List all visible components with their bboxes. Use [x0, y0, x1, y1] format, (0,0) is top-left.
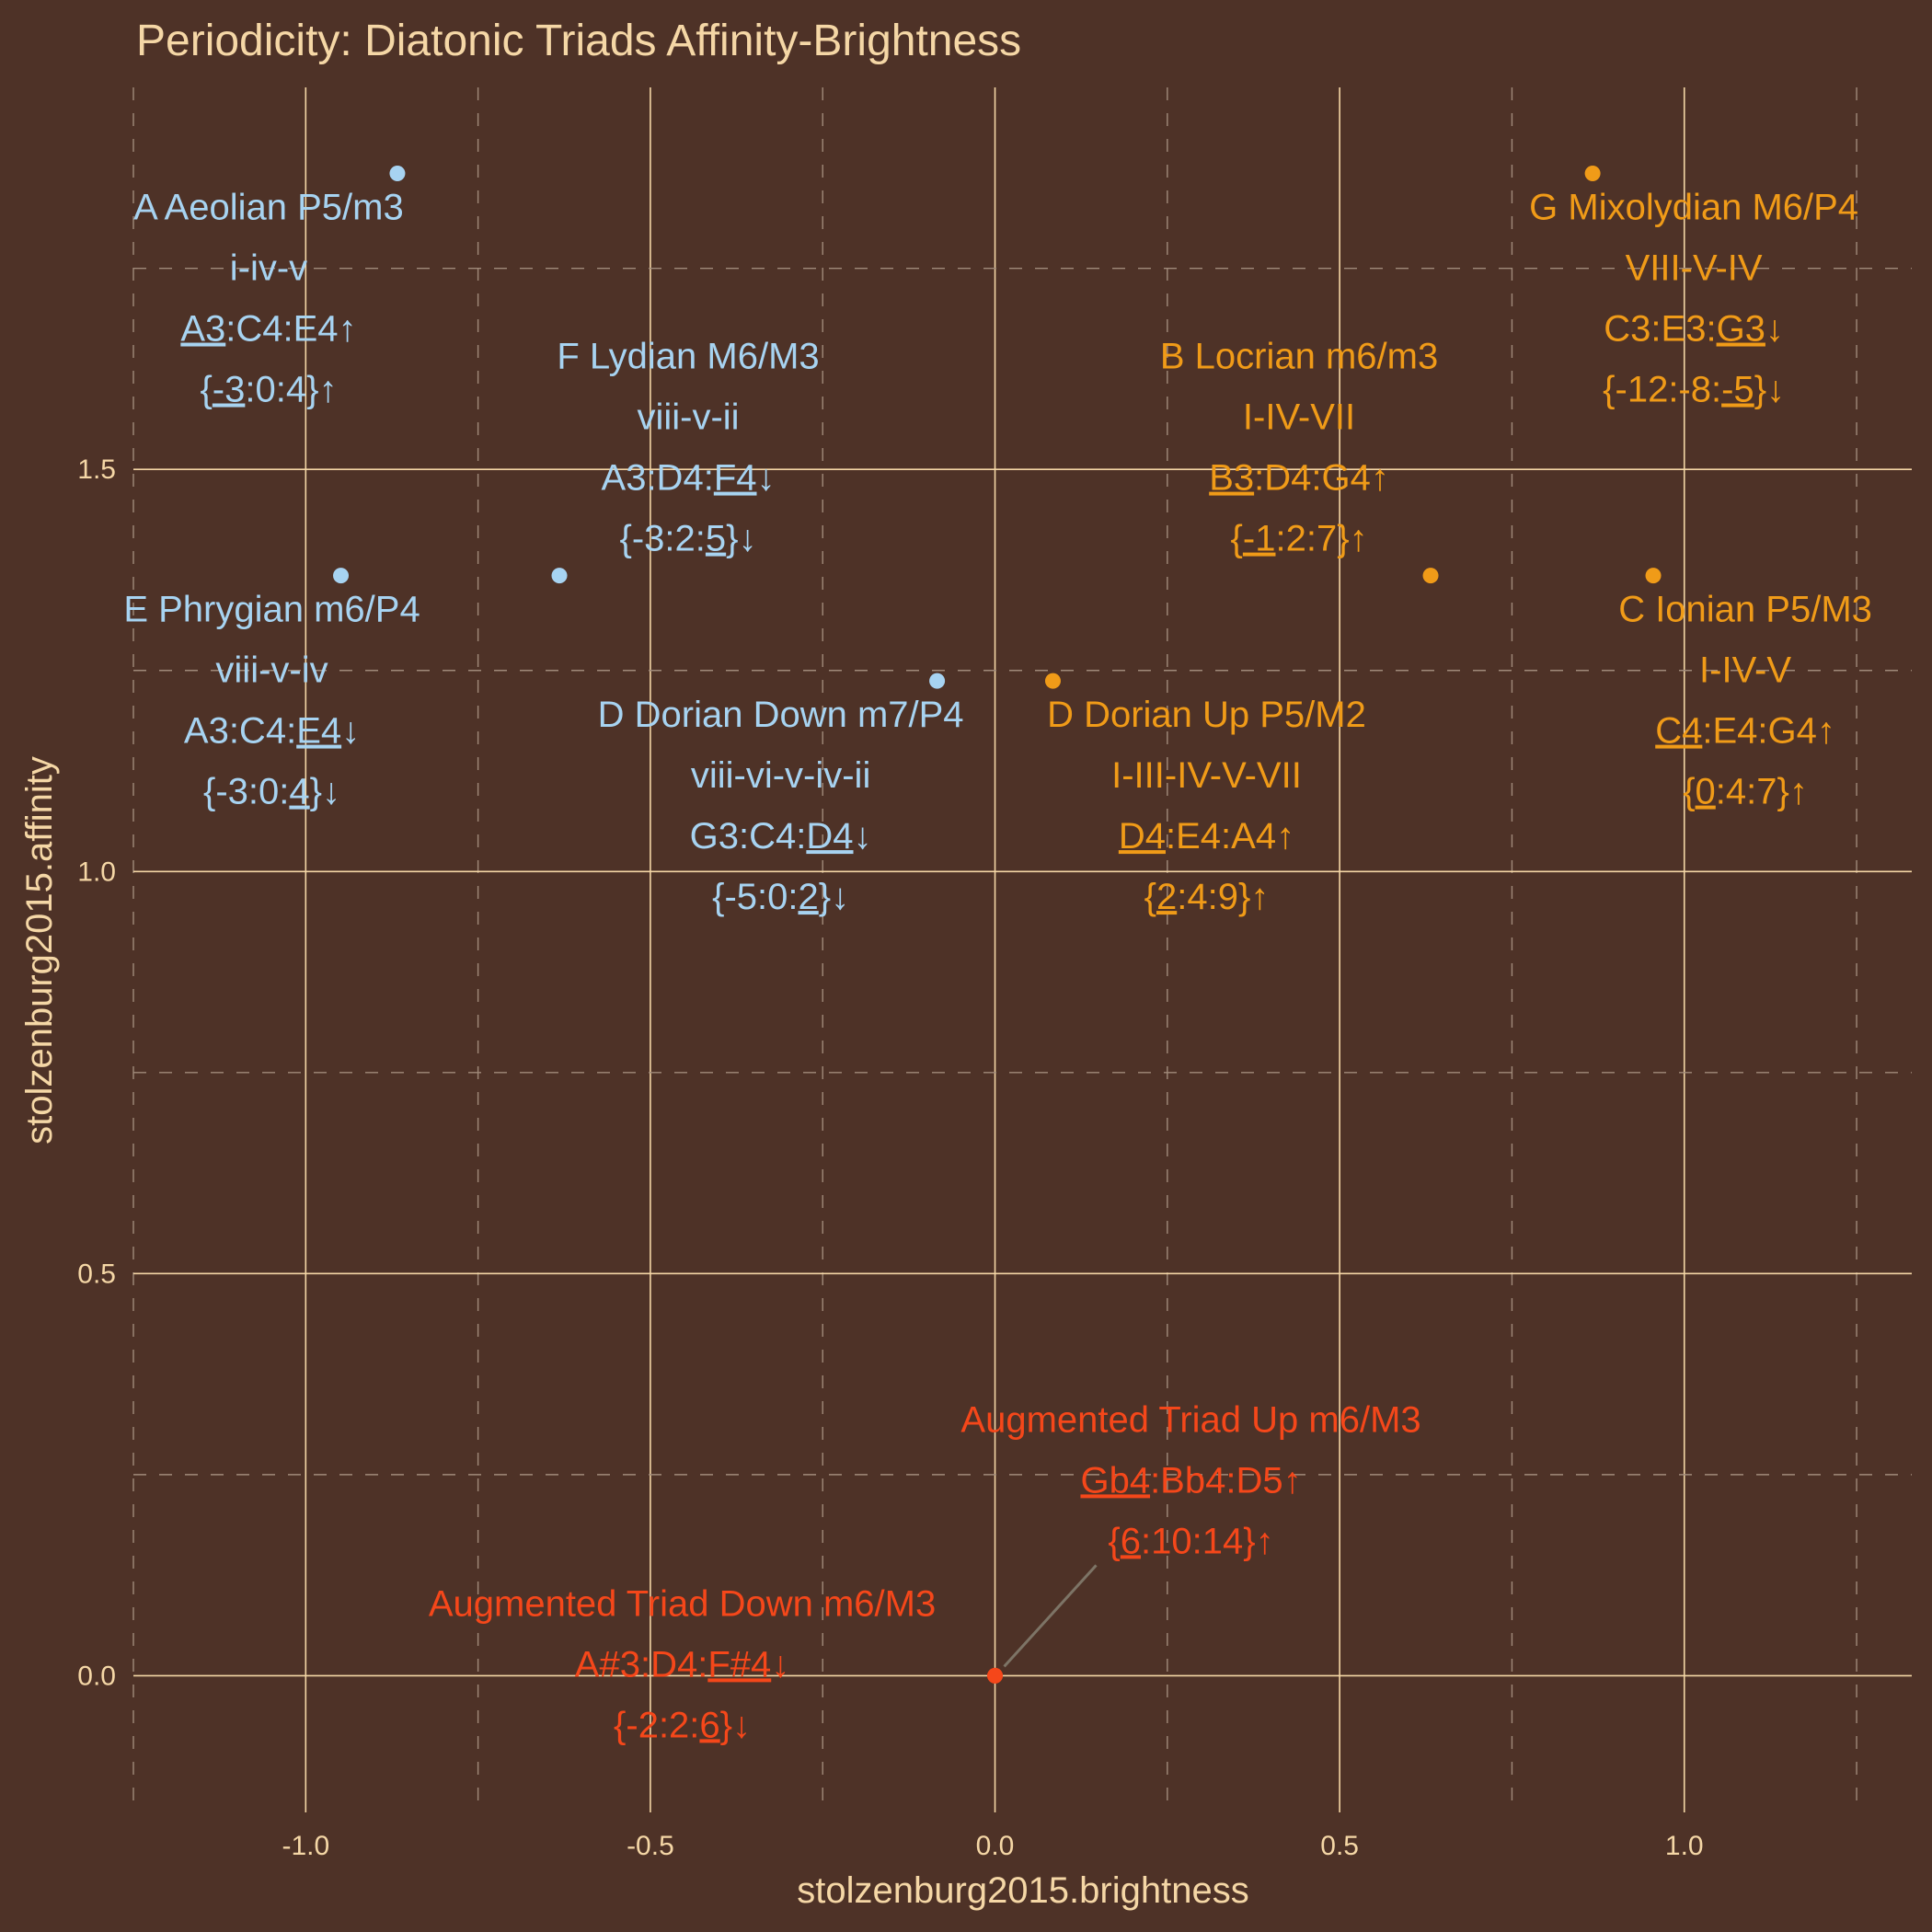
point-label-line: G3:C4:D4↓ [690, 816, 872, 857]
x-tick-label: 0.0 [976, 1831, 1015, 1861]
point-label-line: G Mixolydian M6/P4 [1529, 188, 1858, 228]
point-label-line: D4:E4:A4↑ [1119, 816, 1294, 857]
point-label-line: I-IV-VII [1243, 397, 1355, 438]
y-tick-label: 0.0 [77, 1661, 116, 1691]
point-label-line: B3:D4:G4↑ [1209, 458, 1389, 499]
point-label-line: {6:10:14}↑ [1108, 1521, 1273, 1561]
point-label-line: {-3:2:5}↓ [620, 519, 757, 559]
x-tick-label: 0.5 [1320, 1831, 1359, 1861]
y-tick-labels: 0.0 0.5 1.0 1.5 [77, 454, 116, 1691]
point-label-line: {-2:2:6}↓ [614, 1705, 751, 1745]
data-point [389, 166, 406, 182]
point-label-line: A Aeolian P5/m3 [133, 188, 404, 228]
y-tick-label: 1.5 [77, 454, 116, 485]
data-point [1645, 568, 1662, 584]
data-point [1044, 673, 1061, 689]
point-label-line: A3:D4:F4↓ [602, 458, 776, 499]
point-label-line: {-12:-8:-5}↓ [1603, 370, 1785, 410]
data-point [333, 568, 350, 584]
point-label-line: {0:4:7}↑ [1683, 772, 1808, 812]
point-label-line: A3:C4:E4↓ [184, 711, 360, 752]
point-label-line: viii-vi-v-iv-ii [691, 755, 871, 796]
y-tick-label: 1.0 [77, 857, 116, 887]
point-label-line: Gb4:Bb4:D5↑ [1080, 1460, 1301, 1501]
point-label-line: A3:C4:E4↑ [180, 309, 356, 350]
point-label-line: C3:E3:G3↓ [1604, 309, 1784, 350]
point-label-line: E Phrygian m6/P4 [123, 590, 420, 630]
leader-line [1003, 1564, 1098, 1668]
point-label-line: viii-v-ii [637, 397, 739, 438]
point-labels: A Aeolian P5/m3 i-iv-v A3:C4:E4↑ {-3:0:4}↑ E… [123, 188, 1872, 1746]
grid [132, 87, 1912, 1812]
point-label-line: {-1:2:7}↑ [1231, 519, 1368, 559]
point-label-line: {-3:0:4}↓ [203, 772, 340, 812]
point-label-line: Augmented Triad Up m6/M3 [960, 1399, 1420, 1440]
point-label-line: viii-v-iv [215, 650, 328, 691]
point-label-line: D Dorian Up P5/M2 [1047, 695, 1366, 735]
x-tick-label: -0.5 [627, 1831, 674, 1861]
point-label-line: A#3:D4:F#4↓ [575, 1644, 789, 1685]
point-label-line: F Lydian M6/M3 [557, 337, 819, 377]
point-label-line: C4:E4:G4↑ [1655, 711, 1835, 752]
y-tick-label: 0.5 [77, 1259, 116, 1289]
point-label: D Dorian Up P5/M2 I-III-IV-V-VII D4:E4:A4↑… [1047, 695, 1366, 917]
point-label: F Lydian M6/M3 viii-v-ii A3:D4:F4↓ {-3:2:5}… [557, 337, 819, 559]
point-label-line: Augmented Triad Down m6/M3 [429, 1583, 936, 1624]
data-point [929, 673, 946, 689]
point-label-line: {-5:0:2}↓ [712, 877, 849, 917]
point-label-line: {2:4:9}↑ [1144, 877, 1270, 917]
point-label: Augmented Triad Down m6/M3 A#3:D4:F#4↓ {-2… [429, 1583, 936, 1745]
chart-title: Periodicity: Diatonic Triads Affinity-Br… [136, 17, 1021, 65]
x-tick-label: -1.0 [282, 1831, 329, 1861]
data-points [333, 166, 1662, 1684]
point-label-line: i-iv-v [230, 248, 307, 289]
point-label: Augmented Triad Up m6/M3 Gb4:Bb4:D5↑ {6:10… [960, 1399, 1420, 1561]
data-point [1422, 568, 1439, 584]
data-point [987, 1667, 1004, 1684]
x-axis-title: stolzenburg2015.brightness [797, 1870, 1248, 1911]
point-label-line: B Locrian m6/m3 [1160, 337, 1438, 377]
leader-lines [1003, 1564, 1098, 1668]
point-label: G Mixolydian M6/P4 VIII-V-IV C3:E3:G3↓ {-12… [1529, 188, 1858, 410]
y-axis-title: stolzenburg2015.affinity [19, 756, 60, 1144]
point-label-line: D Dorian Down m7/P4 [598, 695, 964, 735]
point-label: E Phrygian m6/P4 viii-v-iv A3:C4:E4↓ {-3:0:… [123, 590, 420, 812]
point-label-line: {-3:0:4}↑ [200, 370, 337, 410]
point-label: B Locrian m6/m3 I-IV-VII B3:D4:G4↑ {-1:2:7}… [1160, 337, 1438, 559]
point-label: C Ionian P5/M3 I-IV-V C4:E4:G4↑ {0:4:7}↑ [1618, 590, 1872, 812]
x-tick-label: 1.0 [1665, 1831, 1704, 1861]
point-label: D Dorian Down m7/P4 viii-vi-v-iv-ii G3:C4:… [598, 695, 964, 917]
point-label-line: I-IV-V [1699, 650, 1791, 691]
data-point [1584, 166, 1601, 182]
point-label: A Aeolian P5/m3 i-iv-v A3:C4:E4↑ {-3:0:4}↑ [133, 188, 404, 410]
point-label-line: I-III-IV-V-VII [1111, 755, 1302, 796]
data-point [551, 568, 568, 584]
point-label-line: VIII-V-IV [1626, 248, 1763, 289]
point-label-line: C Ionian P5/M3 [1618, 590, 1872, 630]
x-tick-labels: -1.0 -0.5 0.0 0.5 1.0 [282, 1831, 1703, 1861]
